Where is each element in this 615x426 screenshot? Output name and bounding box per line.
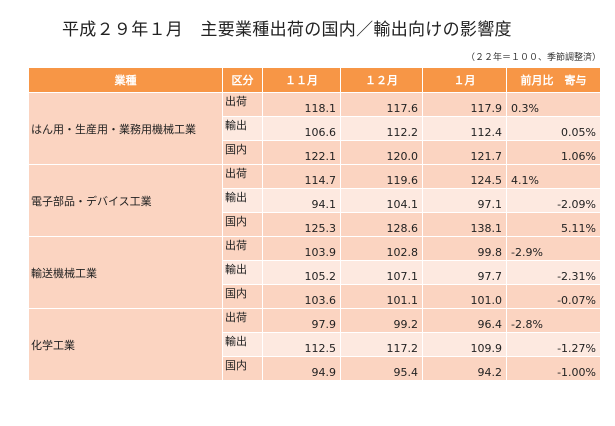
nov-value: 122.1 bbox=[262, 140, 341, 165]
jan-value: 112.4 bbox=[422, 116, 507, 141]
header-industry: 業種 bbox=[28, 67, 223, 93]
kubun-cell: 国内 bbox=[222, 140, 263, 165]
page-title: 平成２９年１月 主要業種出荷の国内／輸出向けの影響度 bbox=[62, 20, 512, 40]
contrib-value: -0.07% bbox=[506, 284, 601, 309]
dec-value: 107.1 bbox=[340, 260, 423, 285]
industry-name: はん用・生産用・業務用機械工業 bbox=[28, 92, 223, 165]
kubun-cell: 出荷 bbox=[222, 236, 263, 261]
kubun-cell: 輸出 bbox=[222, 116, 263, 141]
table-row: 輸出 94.1 104.1 97.1 -2.09% bbox=[29, 188, 601, 213]
table-row: 国内 125.3 128.6 138.1 5.11% bbox=[29, 212, 601, 237]
table-row: 輸出 112.5 117.2 109.9 -1.27% bbox=[29, 332, 601, 357]
jan-value: 121.7 bbox=[422, 140, 507, 165]
jan-value: 94.2 bbox=[422, 356, 507, 381]
table-row: 国内 122.1 120.0 121.7 1.06% bbox=[29, 140, 601, 165]
contrib-value: -2.9% bbox=[506, 236, 601, 261]
dec-value: 95.4 bbox=[340, 356, 423, 381]
contrib-value: 0.05% bbox=[506, 116, 601, 141]
industry-name: 電子部品・デバイス工業 bbox=[28, 164, 223, 237]
jan-value: 99.8 bbox=[422, 236, 507, 261]
nov-value: 94.1 bbox=[262, 188, 341, 213]
nov-value: 118.1 bbox=[262, 92, 341, 117]
contrib-value: 0.3% bbox=[506, 92, 601, 117]
jan-value: 138.1 bbox=[422, 212, 507, 237]
nov-value: 97.9 bbox=[262, 308, 341, 333]
nov-value: 114.7 bbox=[262, 164, 341, 189]
industry-name: 化学工業 bbox=[28, 308, 223, 381]
jan-value: 124.5 bbox=[422, 164, 507, 189]
dec-value: 119.6 bbox=[340, 164, 423, 189]
contrib-value: -2.8% bbox=[506, 308, 601, 333]
jan-value: 97.1 bbox=[422, 188, 507, 213]
kubun-cell: 国内 bbox=[222, 284, 263, 309]
header-jan: １月 bbox=[422, 67, 507, 93]
jan-value: 101.0 bbox=[422, 284, 507, 309]
dec-value: 99.2 bbox=[340, 308, 423, 333]
dec-value: 112.2 bbox=[340, 116, 423, 141]
kubun-cell: 輸出 bbox=[222, 260, 263, 285]
table-row: 国内 94.9 95.4 94.2 -1.00% bbox=[29, 356, 601, 381]
nov-value: 112.5 bbox=[262, 332, 341, 357]
dec-value: 117.6 bbox=[340, 92, 423, 117]
table-row: 輸出 105.2 107.1 97.7 -2.31% bbox=[29, 260, 601, 285]
header-contrib: 前月比 寄与 bbox=[506, 67, 601, 93]
kubun-cell: 輸出 bbox=[222, 188, 263, 213]
table-body: はん用・生産用・業務用機械工業 出荷 118.1 117.6 117.9 0.3% 輸出 10… bbox=[28, 92, 601, 381]
table-row: はん用・生産用・業務用機械工業 出荷 118.1 117.6 117.9 0.3% bbox=[28, 92, 601, 165]
kubun-cell: 国内 bbox=[222, 356, 263, 381]
nov-value: 125.3 bbox=[262, 212, 341, 237]
contrib-value: -2.31% bbox=[506, 260, 601, 285]
kubun-cell: 国内 bbox=[222, 212, 263, 237]
jan-value: 97.7 bbox=[422, 260, 507, 285]
kubun-cell: 出荷 bbox=[222, 308, 263, 333]
contrib-value: -1.00% bbox=[506, 356, 601, 381]
jan-value: 117.9 bbox=[422, 92, 507, 117]
dec-value: 104.1 bbox=[340, 188, 423, 213]
industry-name: 輸送機械工業 bbox=[28, 236, 223, 309]
dec-value: 128.6 bbox=[340, 212, 423, 237]
kubun-cell: 輸出 bbox=[222, 332, 263, 357]
dec-value: 102.8 bbox=[340, 236, 423, 261]
header-kubun: 区分 bbox=[222, 67, 263, 93]
contrib-value: 1.06% bbox=[506, 140, 601, 165]
table-row: 輸出 106.6 112.2 112.4 0.05% bbox=[29, 116, 601, 141]
jan-value: 96.4 bbox=[422, 308, 507, 333]
table-header-row: 業種 区分 １１月 １２月 １月 前月比 寄与 bbox=[28, 67, 601, 93]
contrib-value: -2.09% bbox=[506, 188, 601, 213]
contrib-value: 5.11% bbox=[506, 212, 601, 237]
nov-value: 103.9 bbox=[262, 236, 341, 261]
kubun-cell: 出荷 bbox=[222, 164, 263, 189]
shipments-table: 業種 区分 １１月 １２月 １月 前月比 寄与 はん用・生産用・業務用機械工業出… bbox=[28, 67, 601, 381]
nov-value: 105.2 bbox=[262, 260, 341, 285]
dec-value: 120.0 bbox=[340, 140, 423, 165]
dec-value: 117.2 bbox=[340, 332, 423, 357]
dec-value: 101.1 bbox=[340, 284, 423, 309]
table-row: 輸送機械工業 出荷 103.9 102.8 99.8 -2.9% bbox=[28, 236, 601, 309]
table-row: 国内 103.6 101.1 101.0 -0.07% bbox=[29, 284, 601, 309]
jan-value: 109.9 bbox=[422, 332, 507, 357]
nov-value: 106.6 bbox=[262, 116, 341, 141]
index-note: （２２年＝１００、季節調整済） bbox=[465, 53, 601, 63]
nov-value: 103.6 bbox=[262, 284, 341, 309]
table-row: 化学工業 出荷 97.9 99.2 96.4 -2.8% bbox=[28, 308, 601, 381]
header-dec: １２月 bbox=[340, 67, 423, 93]
nov-value: 94.9 bbox=[262, 356, 341, 381]
kubun-cell: 出荷 bbox=[222, 92, 263, 117]
contrib-value: -1.27% bbox=[506, 332, 601, 357]
contrib-value: 4.1% bbox=[506, 164, 601, 189]
header-nov: １１月 bbox=[262, 67, 341, 93]
table-row: 電子部品・デバイス工業 出荷 114.7 119.6 124.5 4.1% bbox=[28, 164, 601, 237]
